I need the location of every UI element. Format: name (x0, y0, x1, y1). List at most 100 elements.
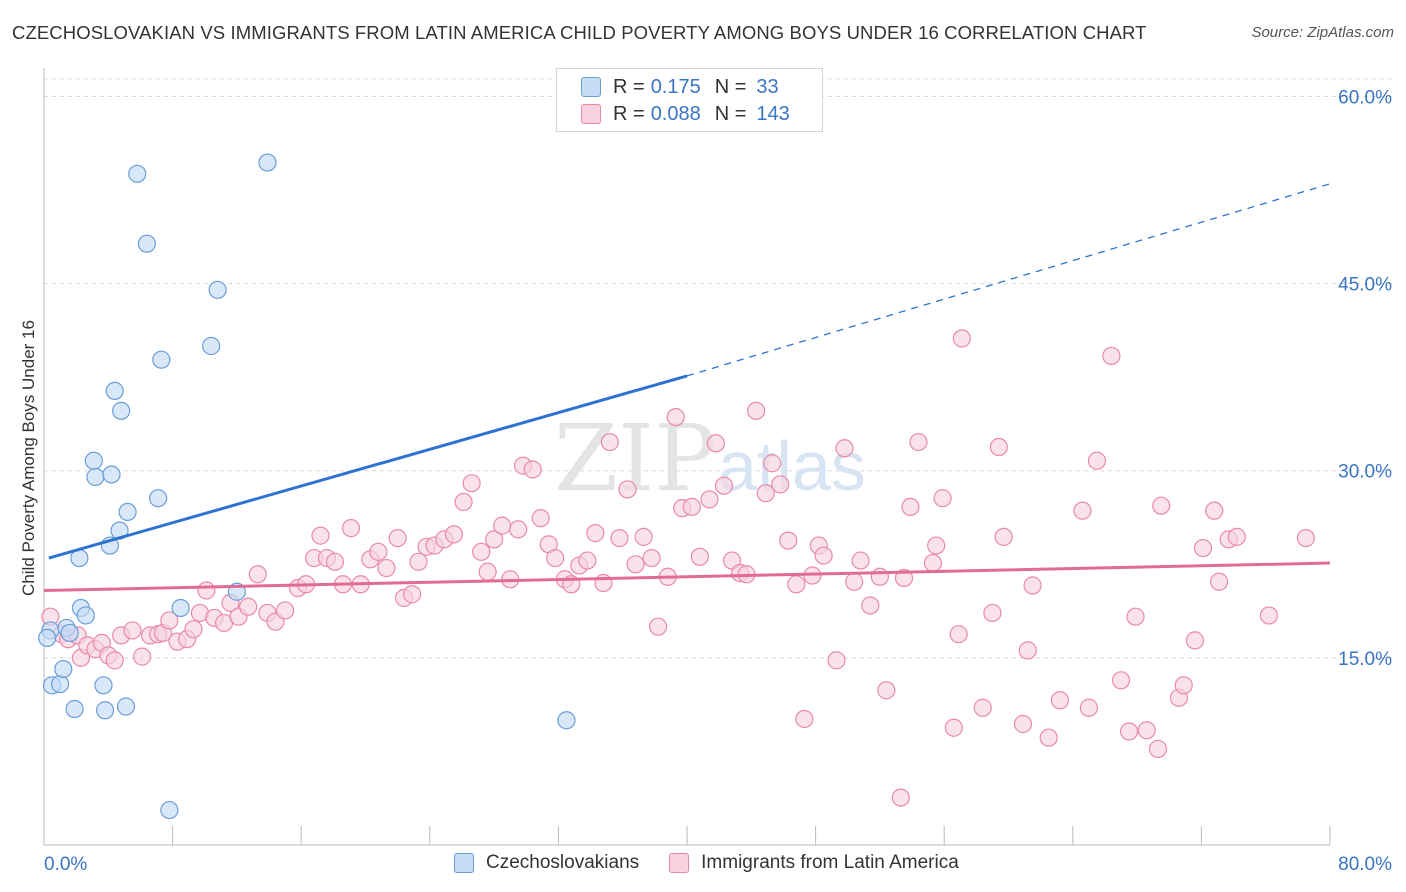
latin-america-point (197, 581, 216, 600)
latin-america-point (949, 625, 968, 644)
latin-america-point (369, 542, 388, 561)
latin-america-point (485, 530, 504, 549)
czechoslovakian-point (152, 350, 171, 369)
latin-america-point (1152, 496, 1171, 515)
r-value: 0.175 (650, 75, 701, 98)
legend-row-latin-america: R = 0.088 N = 143 (581, 102, 790, 126)
latin-america-point (472, 542, 491, 561)
latin-america-point (578, 551, 597, 570)
latin-america-point (618, 480, 637, 499)
latin-america-point (105, 651, 124, 670)
latin-america-point (1174, 676, 1193, 695)
watermark: atlas (718, 427, 866, 505)
latin-america-point (184, 620, 203, 639)
x-tick-label: 0.0% (44, 854, 87, 875)
latin-america-point (700, 490, 719, 509)
latin-america-point (1148, 739, 1168, 759)
latin-america-point (779, 531, 798, 550)
n-label: N = (714, 75, 747, 98)
legend-label: Immigrants from Latin America (701, 852, 959, 873)
czechoslovakian-trend-extension (686, 183, 1331, 377)
legend-swatch-blue (581, 77, 601, 97)
latin-america-point (610, 529, 629, 548)
latin-america-point (1296, 529, 1315, 548)
r-label: R = (613, 75, 645, 98)
czechoslovakian-point (94, 676, 113, 695)
legend-row-czechoslovakians: R = 0.175 N = 33 (581, 75, 779, 99)
latin-america-point (814, 546, 833, 565)
latin-america-point (787, 575, 806, 594)
czechoslovakian-point (60, 623, 79, 643)
latin-america-point (462, 474, 481, 493)
latin-america-point (546, 548, 565, 568)
latin-america-point (276, 601, 295, 620)
czechoslovakian-point (202, 336, 221, 356)
latin-america-point (1102, 346, 1121, 366)
latin-america-point (444, 525, 464, 544)
latin-america-point (983, 603, 1002, 623)
latin-america-point (894, 568, 914, 588)
latin-america-trend-line (43, 561, 1331, 592)
n-value: 143 (756, 102, 790, 125)
latin-america-point (923, 553, 943, 573)
czechoslovakian-point (76, 606, 95, 625)
y-tick-label: 15.0% (1338, 649, 1392, 670)
czechoslovakian-point (105, 381, 124, 400)
latin-america-point (403, 585, 422, 604)
czechoslovakian-point (116, 697, 136, 716)
latin-america-point (933, 489, 952, 508)
latin-america-point (1050, 691, 1070, 710)
czechoslovakian-point (557, 711, 576, 730)
latin-america-point (861, 596, 880, 615)
latin-america-point (454, 492, 473, 512)
czechoslovakian-point (128, 164, 147, 183)
latin-america-point (634, 527, 653, 546)
latin-america-point (870, 567, 890, 586)
y-tick-label: 60.0% (1338, 87, 1392, 108)
latin-america-point (586, 524, 605, 543)
latin-america-point (509, 520, 528, 539)
latin-america-point (690, 547, 709, 566)
n-label: N = (714, 102, 747, 125)
czechoslovakian-point (102, 465, 121, 484)
latin-america-point (377, 558, 396, 578)
czechoslovakian-point (65, 699, 84, 719)
legend-item-latin-america[interactable]: Immigrants from Latin America (669, 852, 959, 874)
latin-america-point (747, 401, 766, 420)
czechoslovakian-point (86, 467, 105, 487)
latin-america-point (795, 709, 814, 729)
latin-america-point (325, 552, 345, 571)
latin-america-point (845, 572, 864, 591)
latin-america-point (927, 536, 946, 555)
latin-america-point (1023, 576, 1042, 595)
latin-america-point (1137, 721, 1156, 740)
latin-america-point (944, 718, 963, 737)
czechoslovakian-point (84, 451, 103, 470)
czechoslovakian-point (208, 280, 227, 299)
latin-america-point (600, 432, 619, 452)
czechoslovakian-point (118, 502, 137, 522)
latin-america-point (478, 562, 497, 581)
czechoslovakian-point (50, 674, 70, 694)
latin-america-point (994, 527, 1013, 546)
latin-america-point (1119, 722, 1139, 741)
series-legend: Czechoslovakians Immigrants from Latin A… (454, 852, 989, 874)
latin-america-point (388, 529, 407, 548)
latin-america-point (123, 621, 142, 640)
latin-america-point (311, 526, 330, 545)
y-tick-label: 30.0% (1338, 462, 1392, 483)
latin-america-point (1185, 631, 1205, 650)
r-label: R = (613, 102, 645, 125)
latin-america-point (901, 497, 920, 517)
legend-swatch-pink (669, 853, 690, 873)
latin-america-point (1111, 671, 1131, 690)
correlation-legend: R = 0.175 N = 33 R = 0.088 N = 143 (556, 68, 823, 132)
czechoslovakian-point (38, 628, 57, 648)
latin-america-point (248, 565, 267, 584)
czechoslovakian-point (112, 401, 131, 420)
latin-america-point (771, 475, 790, 494)
legend-item-czechoslovakians[interactable]: Czechoslovakians (454, 852, 639, 874)
watermark: ZIP (554, 405, 716, 512)
latin-america-point (626, 555, 645, 574)
